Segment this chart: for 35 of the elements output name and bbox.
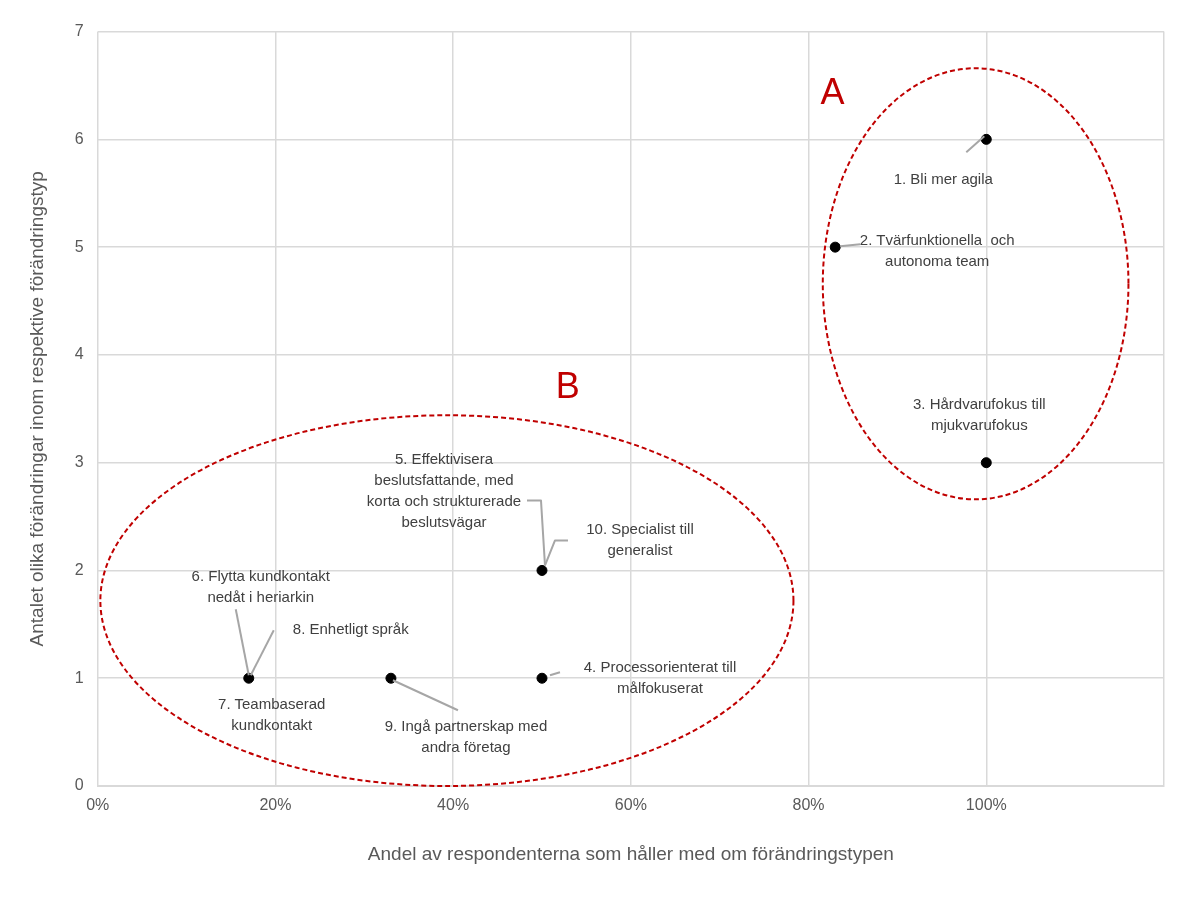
annotation: 2. Tvärfunktionella och autonoma team: [859, 230, 1015, 269]
x-tick-label: 20%: [259, 796, 292, 814]
annotation: 1. Bli mer agila: [893, 169, 994, 187]
annotation: 6. Flytta kundkontakt nedåt i heriarkin: [191, 566, 331, 605]
point: [536, 564, 548, 576]
point: [980, 133, 992, 145]
annotation: 4. Processorienterat till målfokuserat: [583, 657, 737, 696]
x-tick-label: 40%: [437, 796, 470, 814]
annotation: B: [555, 365, 580, 407]
y-tick-label: 7: [74, 22, 84, 40]
y-tick-label: 6: [74, 129, 84, 147]
annotation: 5. Effektivisera beslutsfattande, med korta och strukturerade beslutsvägar: [366, 450, 522, 531]
x-tick-label: 100%: [965, 796, 1007, 814]
y-tick-label: 2: [74, 560, 84, 578]
annotation: 9. Ingå partnerskap med andra företag: [384, 716, 548, 755]
annotation: 7. Teambaserad kundkontakt: [218, 694, 326, 733]
point: [385, 672, 397, 684]
annotation: 3. Hårdvarufokus till mjukvarufokus: [913, 395, 1046, 434]
y-tick-label: 5: [74, 237, 84, 255]
annotation: A: [820, 71, 845, 113]
x-tick-label: 80%: [792, 796, 825, 814]
annotation: 10. Specialist till generalist: [586, 520, 694, 559]
point: [829, 241, 841, 253]
x-axis-title: Andel av respondenterna som håller med om förändringstypen: [367, 842, 894, 864]
y-tick-label: 1: [74, 668, 84, 686]
x-tick-label: 60%: [614, 796, 647, 814]
point: [243, 672, 255, 684]
y-tick-label: 3: [74, 453, 84, 471]
y-tick-label: 0: [74, 776, 84, 794]
point: [536, 672, 548, 684]
point: [980, 457, 992, 469]
y-axis-title: Antalet olika förändringar inom respektive förändringstyp: [25, 171, 47, 647]
y-tick-label: 4: [74, 345, 84, 363]
x-tick-label: 0%: [86, 796, 110, 814]
annotation: 8. Enhetligt språk: [292, 620, 410, 638]
